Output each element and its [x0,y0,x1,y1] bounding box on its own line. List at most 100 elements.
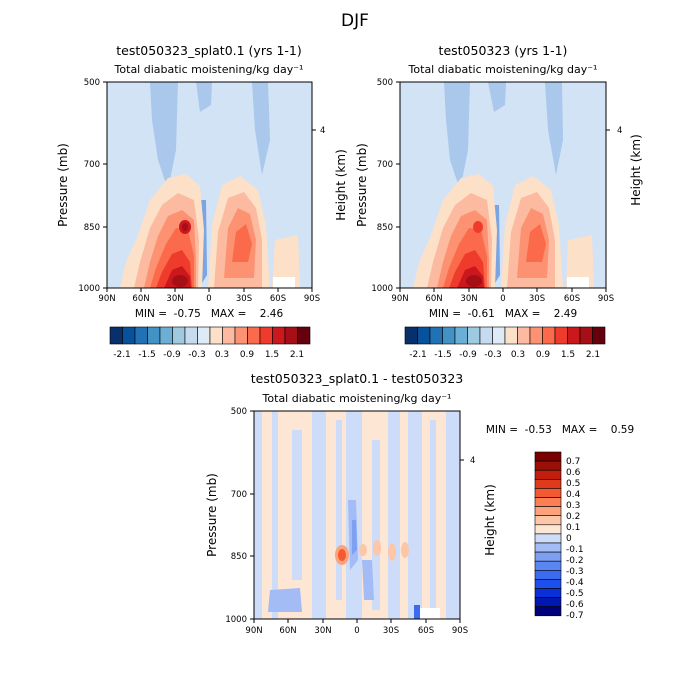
panel-3-xtick: 30S [383,626,399,636]
panel-2-colorbar-swatch [554,326,568,345]
panel-3-colorbar-swatch [534,515,562,526]
panel-1: test050323_splat0.1 (yrs 1-1) Total diab… [56,43,348,360]
panel-1-colorbar-swatch [247,326,261,345]
panel-2-xtick: 30N [460,294,477,304]
panel-3-colorbar-swatch [534,497,562,507]
panel-2-ylabel: Pressure (mb) [355,143,369,227]
panel-3-colorbar-labels: 0.7 0.6 0.5 0.4 0.3 0.2 0.1 0 -0.1 -0.2 … [566,457,584,621]
panel-1-colorbar-swatch [297,326,311,345]
panel-2-ytick: 500 [377,78,393,88]
panel-1-colorbar-swatch [134,326,148,345]
panel-1-ylabel: Pressure (mb) [56,143,70,227]
panel-1-colorbar-swatch [259,326,273,345]
panel-3-cb-label: 0.2 [566,512,580,522]
panel-2-ytick: 1000 [371,284,393,294]
panel-3-xtick: 90S [452,626,468,636]
panel-2-colorbar-swatch [504,326,518,345]
panel-2-cb-label: 0.3 [511,350,525,360]
panel-1-ytick: 1000 [78,284,100,294]
panel-2-xtick: 60S [564,294,580,304]
panel-2-subtitle: Total diabatic moistening/kg day⁻¹ [408,63,598,76]
panel-2-colorbar-swatch [517,326,531,345]
panel-2-colorbar-swatch [529,326,543,345]
panel-3-cb-label: 0 [566,534,572,544]
panel-3-cb-label: -0.7 [566,611,584,621]
panel-1-xtick: 60S [270,294,286,304]
panel-2-ytick: 850 [377,223,393,233]
panel-1-xtick: 30N [166,294,183,304]
panel-1-x-axis: 90N 60N 30N 0 30S 60S 90S [98,288,320,304]
panel-1-y-axis: 500 700 850 1000 [78,78,107,294]
panel-3-cb-label: 0.6 [566,468,581,478]
panel-2-colorbar-swatch [492,326,506,345]
panel-3-colorbar-swatch [534,478,562,489]
panel-3-field [254,411,460,619]
panel-1-ytick: 700 [84,160,100,170]
panel-2-colorbar-swatch [454,326,468,345]
panel-2-cb-label: 2.1 [586,350,600,360]
panel-1-cb-label: 2.1 [290,350,304,360]
panel-3-colorbar-swatch [534,533,562,544]
panel-2-title: test050323 (yrs 1-1) [439,43,568,58]
panel-3-ylabel-right: Height (km) [483,484,497,555]
panel-3-colorbar-swatch [534,597,562,607]
panel-1-ylabel-right: Height (km) [334,149,348,220]
panel-3-colorbar-swatch [534,569,562,580]
panel-2-cb-label: 0.9 [536,350,551,360]
panel-3-cb-label: 0.3 [566,501,580,511]
panel-3-cb-label: 0.1 [566,523,580,533]
panel-3-right-tick: 4 [470,456,475,466]
panel-1-xtick: 30S [236,294,252,304]
panel-3-colorbar-swatch [534,579,562,589]
panel-3-colorbar-swatch [534,524,562,535]
panel-2-colorbar [404,326,606,345]
panel-2-y-axis: 500 700 850 1000 [371,78,400,294]
panel-3-cb-label: 0.4 [566,490,581,500]
panel-3-colorbar-swatch [534,451,562,462]
panel-2-colorbar-swatch [592,326,606,345]
panel-1-colorbar-swatch [147,326,161,345]
panel-3-stats: MIN = -0.53 MAX = 0.59 [486,424,634,436]
panel-1-cb-label: 0.3 [215,350,229,360]
panel-3-cb-label: -0.6 [566,600,584,610]
panel-2-colorbar-swatch [417,326,431,345]
panel-3-x-axis: 90N 60N 30N 0 30S 60S 90S [245,619,468,636]
panel-1-xtick: 0 [206,294,211,304]
panel-3-colorbar-swatch [534,488,562,498]
panel-2-cb-label: -2.1 [409,350,427,360]
panel-2-colorbar-swatch [442,326,456,345]
panel-3-cb-label: -0.2 [566,556,584,566]
panel-1-cb-label: -0.3 [188,350,206,360]
panel-1-right-tick: 4 [320,126,325,136]
panel-1-ytick: 850 [84,223,100,233]
panel-1-colorbar-swatch [122,326,136,345]
panel-3-colorbar-swatch [534,542,562,553]
panel-2-ytick: 700 [377,160,393,170]
panel-3-xtick: 90N [245,626,262,636]
panel-1-xtick: 90N [98,294,115,304]
panel-1-colorbar-swatch [222,326,236,345]
panel-1-colorbar-swatch [234,326,248,345]
panel-1-xtick: 90S [304,294,320,304]
panel-2-colorbar-swatch [429,326,443,345]
panel-2-colorbar-swatch [479,326,493,345]
panel-1-ytick: 500 [84,78,100,88]
panel-1-colorbar-swatch [209,326,223,345]
panel-1-colorbar-swatch [159,326,173,345]
panel-1-cb-label: 0.9 [240,350,255,360]
panel-3-ytick: 850 [231,552,247,562]
panel-1-cb-label: 1.5 [265,350,279,360]
panel-3-colorbar-swatch [534,588,562,598]
panel-2-xtick: 30S [529,294,545,304]
panel-3-colorbar [534,451,562,617]
panel-2-colorbar-swatch [567,326,581,345]
panel-2-x-axis: 90N 60N 30N 0 30S 60S 90S [391,288,614,304]
panel-2-colorbar-labels: -2.1 -1.5 -0.9 -0.3 0.3 0.9 1.5 2.1 [409,350,600,360]
panel-2-cb-label: -1.5 [434,350,452,360]
panel-3-cb-label: -0.5 [566,589,584,599]
panel-1-colorbar-swatch [284,326,298,345]
panel-3-cb-label: -0.3 [566,567,584,577]
panel-1-cb-label: -1.5 [138,350,156,360]
panel-2-xtick: 90N [391,294,408,304]
